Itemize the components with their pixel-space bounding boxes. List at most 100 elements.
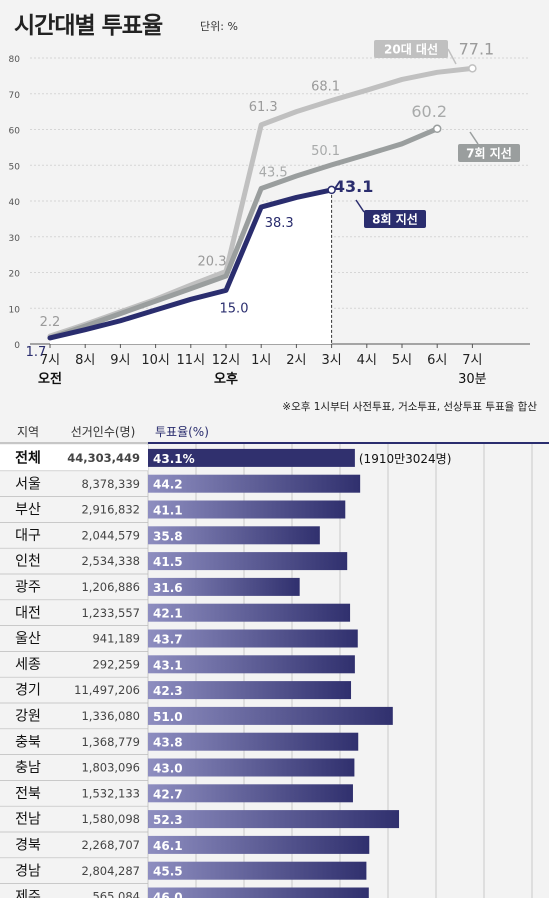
bar xyxy=(148,784,353,803)
electors-value: 11,497,206 xyxy=(74,683,140,697)
data-label-s8: 15.0 xyxy=(220,301,249,316)
legend-8-box xyxy=(364,210,426,228)
data-label-s7: 60.2 xyxy=(411,102,447,121)
electors-value: 941,189 xyxy=(92,632,140,646)
region-label: 세종 xyxy=(15,657,41,673)
y-tick-label: 0 xyxy=(14,341,20,351)
series-line-s7 xyxy=(47,126,440,341)
header-rate: 투표율(%) xyxy=(155,425,209,439)
bar xyxy=(148,474,361,493)
s8-area xyxy=(50,189,332,344)
region-label: 충북 xyxy=(15,734,41,750)
legend-8-connector xyxy=(355,199,365,213)
bar-value-label: 43.1% xyxy=(153,452,195,466)
electors-value: 1,580,098 xyxy=(81,812,140,826)
bar-value-label: 51.0 xyxy=(153,710,183,724)
bar xyxy=(148,681,352,700)
region-label: 인천 xyxy=(15,554,41,570)
data-label-s20: 2.2 xyxy=(40,315,61,330)
bar-value-label: 45.5 xyxy=(153,865,183,879)
bar-chart: 지역선거인수(명)투표율(%)01020304050607080전체44,303… xyxy=(0,425,549,898)
region-label: 전북 xyxy=(15,786,41,802)
region-label: 대구 xyxy=(15,528,41,544)
data-label-s8: 38.3 xyxy=(265,216,294,231)
bar xyxy=(148,603,351,622)
x-tick-label: 4시 xyxy=(357,353,377,368)
region-label: 서울 xyxy=(15,476,41,492)
legend-20: 20대 대선 xyxy=(384,42,438,57)
y-tick-label: 30 xyxy=(9,234,21,244)
region-label: 강원 xyxy=(15,709,41,725)
x-tick-label: 2시 xyxy=(286,353,306,368)
y-tick-label: 20 xyxy=(9,270,21,280)
bar xyxy=(148,706,393,725)
header-region: 지역 xyxy=(17,425,39,439)
region-label: 전체 xyxy=(15,450,41,467)
electors-value: 1,336,080 xyxy=(81,709,140,723)
electors-value: 2,916,832 xyxy=(81,503,140,517)
bar-value-label: 43.8 xyxy=(153,736,183,750)
y-tick-label: 70 xyxy=(9,91,21,101)
electors-value: 292,259 xyxy=(92,657,140,671)
bar-value-label: 31.6 xyxy=(153,581,183,595)
bar-value-label: 46.0 xyxy=(153,891,183,898)
electors-value: 1,368,779 xyxy=(81,735,140,749)
region-label: 경기 xyxy=(15,683,41,699)
data-label-s20: 68.1 xyxy=(311,80,340,95)
data-label-s20: 20.3 xyxy=(198,254,227,269)
legend-20-connector xyxy=(447,48,457,65)
electors-value: 1,803,096 xyxy=(81,761,140,775)
region-label: 전남 xyxy=(15,812,41,828)
bar xyxy=(148,655,355,674)
series-end-marker-s8 xyxy=(327,185,336,195)
x-tick-label: 7시 xyxy=(462,353,482,368)
bar-value-label: 41.1 xyxy=(153,504,183,518)
bar xyxy=(148,500,346,519)
bar xyxy=(148,887,369,898)
bar-value-label: 43.1 xyxy=(153,658,183,672)
y-tick-label: 60 xyxy=(9,127,21,137)
legend-7: 7회 지선 xyxy=(466,146,512,161)
region-label: 부산 xyxy=(15,502,41,518)
x-tick-label: 5시 xyxy=(392,353,412,368)
x-tick-label: 7시 xyxy=(40,353,60,368)
total-row-bg xyxy=(0,445,148,471)
footnote: ※오후 1시부터 사전투표, 거소투표, 선상투표 투표율 합산 xyxy=(282,401,537,413)
electors-value: 2,804,287 xyxy=(81,864,140,878)
x-tick-label: 1시 xyxy=(251,353,271,368)
bar xyxy=(148,448,355,467)
y-tick-label: 50 xyxy=(9,162,21,172)
x-tick-label: 9시 xyxy=(110,353,130,368)
bar xyxy=(148,552,348,571)
x-sublabel: 30분 xyxy=(458,372,487,387)
bar-value-label: 43.0 xyxy=(153,762,183,776)
bar xyxy=(148,861,367,880)
x-tick-label: 11시 xyxy=(177,353,206,368)
bar xyxy=(148,835,370,854)
region-label: 충남 xyxy=(15,760,41,776)
electors-value: 44,303,449 xyxy=(67,451,140,465)
legend-7-connector xyxy=(469,131,479,145)
bar xyxy=(148,526,320,545)
region-label: 광주 xyxy=(15,580,41,596)
x-tick-label: 3시 xyxy=(321,353,341,368)
x-tick-label: 12시 xyxy=(212,353,241,368)
bar xyxy=(148,732,359,751)
legend-7-box xyxy=(458,144,520,162)
bar-value-label: 43.7 xyxy=(153,633,183,647)
legend-20-box xyxy=(374,40,448,58)
data-label-s20: 61.3 xyxy=(249,100,278,115)
data-label-s7: 50.1 xyxy=(311,144,340,159)
bar xyxy=(148,810,400,829)
data-label-s7: 43.5 xyxy=(259,165,288,180)
bar xyxy=(148,758,355,777)
electors-value: 2,044,579 xyxy=(81,528,140,542)
electors-value: 8,378,339 xyxy=(81,477,140,491)
region-label: 제주 xyxy=(15,889,41,898)
electors-value: 2,534,338 xyxy=(81,554,140,568)
total-annotation: (1910만3024명) xyxy=(359,452,452,466)
bar-value-label: 46.1 xyxy=(153,839,183,853)
bar-value-label: 42.3 xyxy=(153,684,183,698)
region-label: 대전 xyxy=(15,605,41,621)
